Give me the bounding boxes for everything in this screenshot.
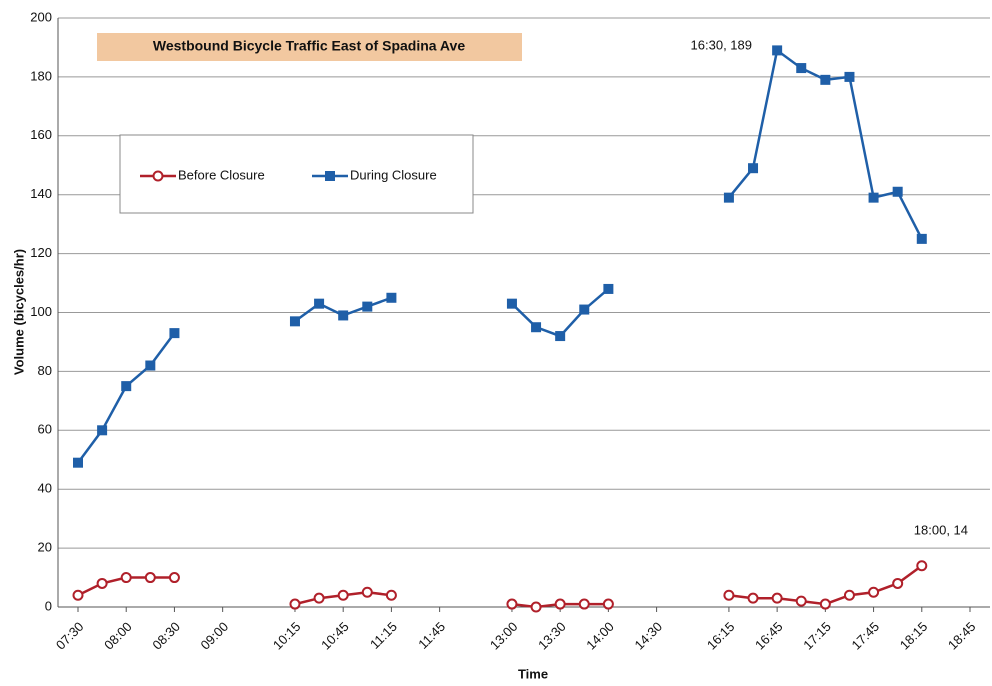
point: [555, 331, 566, 342]
point: [916, 560, 928, 572]
point: [723, 589, 735, 601]
point: [892, 577, 904, 589]
point: [554, 598, 566, 610]
y-tick-label: 180: [30, 68, 52, 83]
point: [337, 589, 349, 601]
y-tick-label: 120: [30, 245, 52, 260]
point: [578, 598, 590, 610]
point: [748, 163, 759, 174]
x-tick-label: 16:45: [752, 619, 786, 653]
point: [313, 592, 325, 604]
x-tick-label: 13:00: [487, 619, 521, 653]
point: [314, 298, 325, 309]
y-tick-label: 20: [38, 540, 52, 555]
annotation: 16:30, 189: [691, 37, 752, 52]
point: [579, 304, 590, 315]
x-tick-label: 09:00: [198, 619, 232, 653]
point: [843, 589, 855, 601]
point: [169, 328, 180, 339]
point: [603, 283, 614, 294]
point: [289, 598, 301, 610]
point: [530, 601, 542, 613]
x-axis-label: Time: [518, 666, 548, 681]
point: [772, 45, 783, 56]
x-tick-label: 11:15: [367, 619, 400, 652]
point: [145, 360, 156, 371]
x-tick-label: 07:30: [53, 619, 87, 653]
point: [531, 322, 542, 333]
x-tick-label: 13:30: [535, 619, 569, 653]
point: [73, 457, 83, 468]
series-line: [77, 564, 923, 609]
point: [819, 598, 831, 610]
point: [144, 572, 156, 584]
point: [120, 572, 132, 584]
legend-marker: [152, 170, 164, 182]
legend-label: During Closure: [350, 167, 437, 182]
y-tick-label: 100: [30, 304, 52, 319]
y-tick-label: 0: [45, 598, 52, 613]
point: [796, 63, 807, 74]
point: [771, 592, 783, 604]
y-tick-label: 80: [38, 363, 52, 378]
point: [121, 381, 132, 392]
title-box: [97, 33, 522, 61]
point: [506, 598, 518, 610]
x-tick-label: 14:00: [583, 619, 617, 653]
point: [723, 192, 734, 203]
point: [506, 298, 517, 309]
point: [795, 595, 807, 607]
point: [96, 577, 108, 589]
point: [868, 586, 880, 598]
y-tick-label: 160: [30, 127, 52, 142]
point: [362, 301, 373, 312]
y-tick-label: 200: [30, 9, 52, 24]
y-tick-label: 60: [38, 422, 52, 437]
x-tick-label: 18:15: [897, 619, 931, 653]
point: [868, 192, 879, 203]
y-axis-label: Volume (bicycles/hr): [11, 249, 26, 375]
point: [844, 71, 855, 82]
y-tick-label: 40: [38, 481, 52, 496]
point: [892, 186, 903, 197]
annotation: 18:00, 14: [914, 522, 968, 537]
legend-label: Before Closure: [178, 167, 265, 182]
point: [361, 586, 373, 598]
point: [338, 310, 349, 321]
x-tick-label: 10:15: [270, 619, 304, 653]
series-line: [76, 48, 923, 464]
x-tick-label: 18:45: [945, 619, 979, 653]
point: [72, 589, 84, 601]
point: [747, 592, 759, 604]
point: [168, 572, 180, 584]
x-tick-label: 17:45: [848, 619, 882, 653]
point: [602, 598, 614, 610]
point: [289, 316, 300, 327]
x-tick-label: 08:00: [101, 619, 135, 653]
x-tick-label: 10:45: [318, 619, 352, 653]
point: [97, 425, 108, 436]
x-tick-label: 16:15: [704, 619, 738, 653]
legend-box: [119, 134, 474, 214]
point: [385, 589, 397, 601]
legend-marker: [325, 171, 335, 181]
chart-title: Westbound Bicycle Traffic East of Spadin…: [153, 38, 465, 54]
point: [386, 292, 397, 303]
point: [820, 74, 831, 85]
x-tick-label: 08:30: [149, 619, 183, 653]
x-tick-label: 17:15: [800, 619, 834, 653]
x-tick-label: 14:30: [632, 619, 666, 653]
point: [916, 233, 927, 244]
y-tick-label: 140: [30, 186, 52, 201]
x-tick-label: 11:45: [415, 619, 448, 652]
